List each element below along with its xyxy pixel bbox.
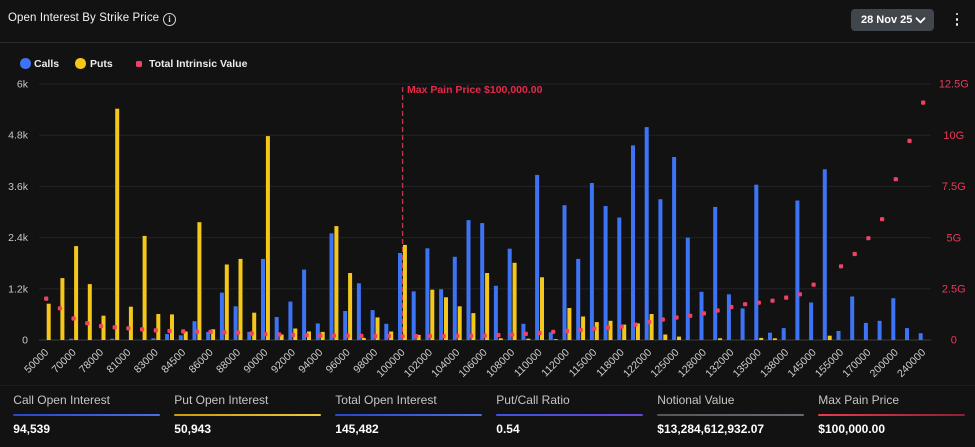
svg-text:84500: 84500 [159,347,188,376]
svg-text:6k: 6k [17,79,29,91]
svg-text:50000: 50000 [22,347,51,376]
svg-text:118000: 118000 [594,347,627,380]
svg-text:83000: 83000 [132,347,161,376]
svg-text:2.4k: 2.4k [8,232,29,244]
svg-text:122000: 122000 [621,347,654,380]
svg-text:5G: 5G [946,232,961,244]
svg-text:138000: 138000 [758,347,791,380]
svg-text:100000: 100000 [374,347,407,380]
svg-text:102000: 102000 [402,347,435,380]
svg-text:145000: 145000 [785,347,818,380]
svg-text:155000: 155000 [813,347,846,380]
svg-text:4.8k: 4.8k [8,130,29,142]
svg-text:0: 0 [951,335,957,347]
svg-text:0: 0 [22,335,28,347]
svg-text:3.6k: 3.6k [8,181,29,193]
svg-text:2.5G: 2.5G [942,284,966,296]
svg-text:108000: 108000 [484,347,517,380]
svg-text:128000: 128000 [676,347,709,380]
svg-text:1.2k: 1.2k [8,283,29,295]
svg-text:240000: 240000 [895,347,928,380]
svg-text:125000: 125000 [648,347,681,380]
svg-text:88000: 88000 [214,347,243,376]
svg-text:10G: 10G [943,130,964,142]
svg-text:7.5G: 7.5G [942,181,966,193]
svg-text:200000: 200000 [868,347,901,380]
svg-text:106000: 106000 [457,347,490,380]
svg-text:135000: 135000 [731,347,764,380]
svg-text:92000: 92000 [269,347,298,376]
svg-text:12.5G: 12.5G [939,79,969,91]
svg-text:81000: 81000 [104,347,133,376]
svg-text:78000: 78000 [77,347,106,376]
svg-text:70000: 70000 [50,347,79,376]
svg-text:170000: 170000 [840,347,873,380]
svg-text:90000: 90000 [241,347,270,376]
svg-text:112000: 112000 [539,347,572,380]
svg-text:110000: 110000 [512,347,545,380]
svg-text:104000: 104000 [429,347,462,380]
svg-text:115000: 115000 [567,347,600,380]
svg-text:86000: 86000 [187,347,216,376]
svg-text:132000: 132000 [703,347,736,380]
svg-text:Max Pain Price $100,000.00: Max Pain Price $100,000.00 [407,84,543,96]
svg-text:96000: 96000 [324,347,353,376]
svg-text:94000: 94000 [296,347,325,376]
